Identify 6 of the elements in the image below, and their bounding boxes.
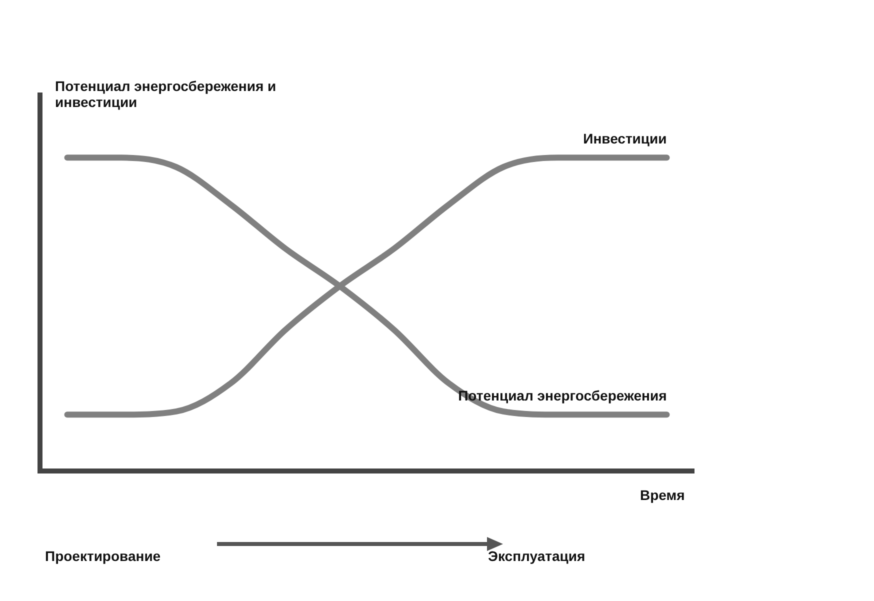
series-label: Потенциал энергосбережения (458, 388, 667, 404)
series-label: Инвестиции (583, 130, 667, 147)
text: Проектирование (45, 548, 161, 564)
x-axis-title: Время (640, 487, 685, 503)
y-axis-title: Потенциал энергосбережения и инвестиции (55, 78, 278, 110)
text: Эксплуатация (488, 548, 586, 564)
